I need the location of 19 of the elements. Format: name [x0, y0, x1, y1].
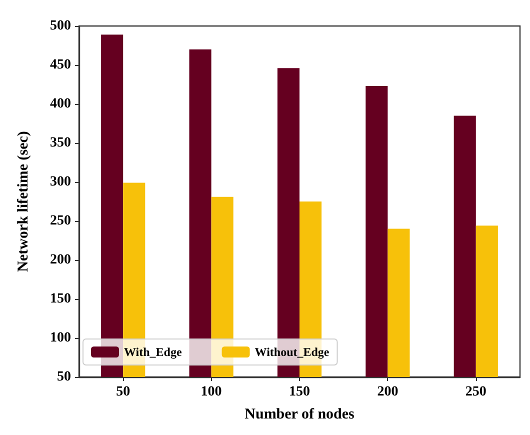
y-tick-label: 100 [50, 330, 71, 346]
y-tick-label: 450 [50, 58, 71, 72]
y-tick-label: 300 [50, 174, 71, 190]
legend-label: Without_Edge [254, 345, 330, 359]
x-axis-title: Number of nodes [244, 406, 355, 422]
y-tick-label: 400 [50, 96, 71, 112]
x-tick-label: 100 [200, 384, 222, 400]
y-tick-label: 350 [50, 136, 71, 150]
y-tick-label: 500 [50, 18, 71, 34]
y-tick-label: 150 [50, 292, 71, 306]
x-tick-label: 200 [377, 384, 398, 400]
x-tick-label: 250 [465, 384, 486, 400]
y-tick-label: 200 [50, 252, 71, 268]
y-tick-label: 250 [50, 214, 71, 228]
y-tick-label: 50 [57, 370, 71, 384]
x-tick-label: 150 [289, 384, 310, 400]
legend-label: With_Edge [124, 345, 182, 359]
y-axis-title: Network lifetime (sec) [16, 131, 32, 272]
x-tick-label: 50 [116, 384, 130, 400]
